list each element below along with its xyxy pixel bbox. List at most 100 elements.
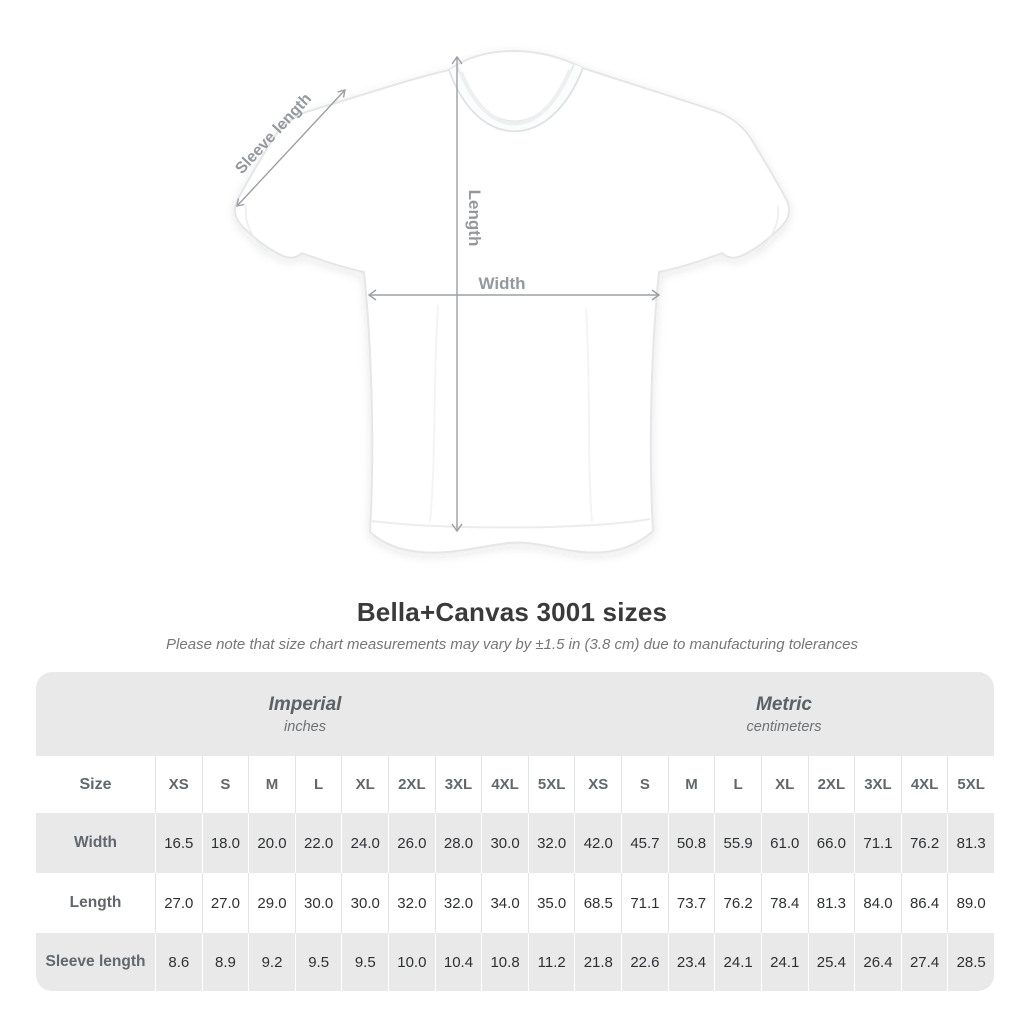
imperial-label: Imperial <box>268 693 342 715</box>
tshirt-hem-stitch <box>371 518 651 529</box>
size-header-cell: 3XL <box>854 756 901 813</box>
metric-unit-header: Metric centimeters <box>574 672 994 756</box>
table-cell: 24.1 <box>714 933 761 991</box>
sleeve-length-arrow <box>236 89 346 207</box>
size-header-row: Size XS S M L XL 2XL 3XL 4XL 5XL XS S M … <box>36 756 994 813</box>
size-header-cell: 3XL <box>434 756 482 813</box>
table-cell: 42.0 <box>574 813 621 873</box>
table-cell: 10.8 <box>481 933 528 991</box>
table-cell: 9.2 <box>248 933 295 991</box>
table-cell: 18.0 <box>201 813 249 873</box>
size-header-cell: 5XL <box>527 756 575 813</box>
table-cell: 61.0 <box>760 813 808 873</box>
row-label: Sleeve length <box>45 953 146 970</box>
size-header-cell: XS <box>574 756 621 813</box>
table-cell: 81.3 <box>947 813 994 873</box>
page-title: Bella+Canvas 3001 sizes <box>356 597 668 627</box>
table-cell: 89.0 <box>947 873 994 933</box>
table-cell: 35.0 <box>527 873 575 933</box>
table-cell: 9.5 <box>294 933 342 991</box>
tshirt-left-cuff-line <box>244 205 269 253</box>
tshirt-wrinkle <box>429 304 439 523</box>
table-cell: 76.2 <box>714 873 761 933</box>
page-subtitle: Please note that size chart measurements… <box>166 636 858 653</box>
table-cell: 28.5 <box>947 933 994 991</box>
row-label: Width <box>74 834 117 851</box>
table-cell: 55.9 <box>714 813 761 873</box>
tshirt-collar-shadow <box>459 69 572 126</box>
table-cell: 29.0 <box>248 873 295 933</box>
size-header-cell: 5XL <box>947 756 994 813</box>
size-header-cell: XL <box>341 756 388 813</box>
table-cell: 78.4 <box>760 873 808 933</box>
table-cell: 8.9 <box>201 933 249 991</box>
row-label: Length <box>69 894 122 911</box>
table-cell: 71.1 <box>854 813 901 873</box>
table-cell: 68.5 <box>574 873 621 933</box>
table-cell: 26.4 <box>854 933 901 991</box>
size-header-cell: M <box>248 756 295 813</box>
table-cell: 16.5 <box>155 813 202 873</box>
size-header-cell: 2XL <box>388 756 435 813</box>
size-header-cell: M <box>667 756 715 813</box>
length-label: Length <box>465 190 484 247</box>
table-cell: 11.2 <box>527 933 575 991</box>
tshirt-wrinkle <box>585 307 593 523</box>
table-cell: 71.1 <box>621 873 668 933</box>
table-cell: 45.7 <box>621 813 668 873</box>
length-arrow <box>451 55 463 533</box>
table-cell: 25.4 <box>807 933 855 991</box>
table-cell: 20.0 <box>248 813 295 873</box>
width-label: Width <box>478 274 525 293</box>
imperial-unit-header: Imperial inches <box>36 672 574 756</box>
table-cell: 10.4 <box>434 933 482 991</box>
length-row: Length 27.0 27.0 29.0 30.0 30.0 32.0 32.… <box>36 873 994 933</box>
width-arrow <box>367 289 661 301</box>
table-cell: 30.0 <box>481 813 528 873</box>
table-cell: 84.0 <box>854 873 901 933</box>
table-cell: 34.0 <box>481 873 528 933</box>
metric-label: Metric <box>756 693 812 715</box>
tshirt-collar-band <box>449 64 583 132</box>
table-cell: 27.0 <box>155 873 202 933</box>
table-cell: 22.0 <box>294 813 342 873</box>
imperial-sublabel: inches <box>284 718 326 735</box>
metric-sublabel: centimeters <box>746 718 822 735</box>
tshirt-collar-outer-edge <box>448 67 584 133</box>
table-cell: 22.6 <box>621 933 668 991</box>
tshirt-body <box>234 50 790 554</box>
table-cell: 24.1 <box>760 933 808 991</box>
table-cell: 32.0 <box>388 873 435 933</box>
table-cell: 32.0 <box>434 873 482 933</box>
sleeve-length-row: Sleeve length 8.6 8.9 9.2 9.5 9.5 10.0 1… <box>36 933 994 991</box>
size-header-cell: 4XL <box>900 756 948 813</box>
table-cell: 24.0 <box>341 813 388 873</box>
table-cell: 32.0 <box>527 813 575 873</box>
table-cell: 23.4 <box>667 933 715 991</box>
size-header-cell: S <box>621 756 668 813</box>
table-cell: 26.0 <box>388 813 435 873</box>
size-header-cell: L <box>714 756 761 813</box>
tshirt-size-diagram: Width Length Sleeve length <box>232 50 790 554</box>
width-row: Width 16.5 18.0 20.0 22.0 24.0 26.0 28.0… <box>36 813 994 873</box>
size-col-header: Size <box>79 775 112 793</box>
table-cell: 73.7 <box>667 873 715 933</box>
table-cell: 27.0 <box>201 873 249 933</box>
table-cell: 76.2 <box>900 813 948 873</box>
table-cell: 9.5 <box>341 933 388 991</box>
table-cell: 21.8 <box>574 933 621 991</box>
table-cell: 81.3 <box>807 873 855 933</box>
tshirt-right-cuff-line <box>755 205 780 253</box>
size-header-cell: S <box>201 756 249 813</box>
table-cell: 27.4 <box>900 933 948 991</box>
table-cell: 30.0 <box>341 873 388 933</box>
units-header-band: Imperial inches Metric centimeters <box>36 672 994 756</box>
size-header-cell: 4XL <box>481 756 528 813</box>
table-cell: 50.8 <box>667 813 715 873</box>
size-chart-table: Imperial inches Metric centimeters Size … <box>36 672 994 991</box>
table-cell: 30.0 <box>294 873 342 933</box>
tshirt-illustration <box>234 50 790 554</box>
table-cell: 8.6 <box>155 933 202 991</box>
table-cell: 28.0 <box>434 813 482 873</box>
size-header-cell: XS <box>155 756 202 813</box>
